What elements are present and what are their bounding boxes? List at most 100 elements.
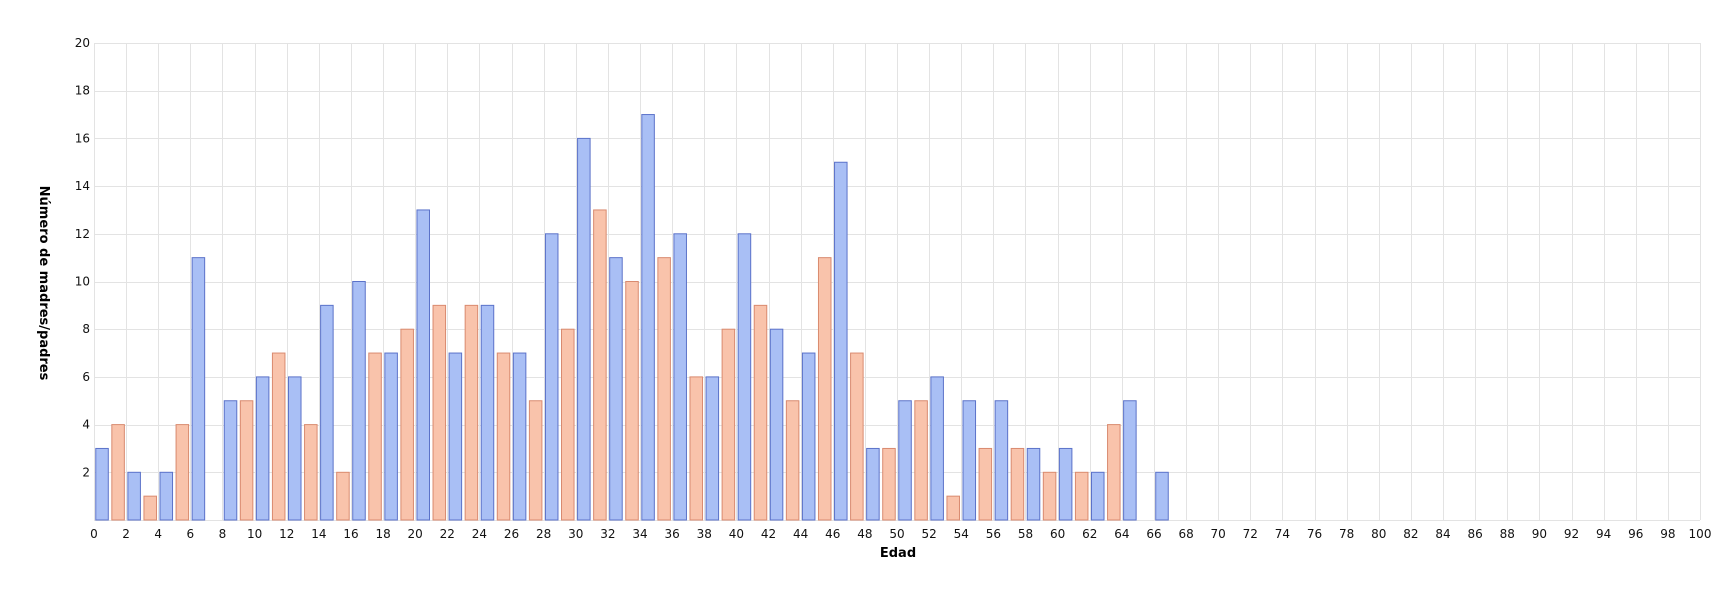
bar-salmon-age-9	[239, 400, 254, 521]
x-tick-label: 86	[1468, 527, 1483, 541]
y-axis-ticks: 2 4 6 8 10 12 14 16 18 20	[75, 36, 90, 479]
x-tick-label: 2	[122, 527, 130, 541]
x-tick-label: 32	[600, 527, 615, 541]
x-tick-label: 8	[219, 527, 227, 541]
x-tick-label: 88	[1500, 527, 1515, 541]
x-tick-label: 50	[889, 527, 904, 541]
bar-salmon-age-21	[432, 304, 447, 521]
x-tick-label: 38	[697, 527, 712, 541]
bar-salmon-age-63	[1107, 424, 1121, 521]
bar-blue-age-58	[1026, 447, 1041, 521]
bar-blue-age-48	[866, 447, 880, 521]
x-tick-label: 52	[921, 527, 936, 541]
x-tick-label: 96	[1628, 527, 1643, 541]
bar-blue-age-36	[673, 233, 687, 521]
bar-salmon-age-45	[817, 257, 832, 521]
bar-blue-age-28	[544, 233, 559, 521]
x-tick-label: 78	[1339, 527, 1354, 541]
bar-salmon-age-3	[143, 495, 157, 521]
x-tick-label: 46	[825, 527, 840, 541]
x-tick-label: 34	[632, 527, 647, 541]
y-tick-label: 2	[82, 465, 90, 479]
grid	[94, 43, 1701, 521]
x-tick-label: 94	[1596, 527, 1611, 541]
y-tick-label: 10	[75, 275, 90, 289]
bar-blue-age-54	[962, 400, 977, 521]
bar-salmon-age-17	[368, 352, 382, 521]
y-tick-label: 14	[75, 179, 90, 193]
x-tick-label: 28	[536, 527, 551, 541]
bar-blue-age-2	[127, 471, 141, 521]
y-tick-label: 16	[75, 131, 90, 145]
bar-blue-age-52	[930, 376, 944, 521]
bar-salmon-age-13	[304, 424, 318, 521]
bar-salmon-age-51	[914, 400, 928, 521]
x-tick-label: 66	[1146, 527, 1161, 541]
y-tick-label: 6	[82, 370, 90, 384]
y-tick-label: 8	[82, 322, 90, 336]
bar-blue-age-26	[512, 352, 527, 521]
x-tick-label: 76	[1307, 527, 1322, 541]
bar-salmon-age-1	[111, 424, 125, 521]
x-tick-label: 54	[954, 527, 969, 541]
bar-salmon-age-29	[561, 328, 575, 521]
x-tick-label: 26	[504, 527, 519, 541]
bar-blue-age-44	[801, 352, 816, 521]
x-tick-label: 12	[279, 527, 294, 541]
x-tick-label: 90	[1532, 527, 1547, 541]
x-tick-label: 100	[1689, 527, 1712, 541]
bar-blue-age-30	[577, 137, 591, 521]
x-tick-label: 60	[1050, 527, 1065, 541]
bar-salmon-age-15	[336, 471, 350, 521]
x-tick-label: 92	[1564, 527, 1579, 541]
bar-salmon-age-61	[1074, 471, 1089, 521]
bar-blue-age-60	[1058, 447, 1073, 521]
x-tick-label: 44	[793, 527, 808, 541]
x-axis-title: Edad	[880, 546, 916, 561]
bar-blue-age-40	[737, 233, 752, 521]
x-tick-label: 30	[568, 527, 583, 541]
bar-blue-age-38	[705, 376, 720, 521]
x-tick-label: 64	[1114, 527, 1129, 541]
bar-salmon-age-25	[496, 352, 511, 521]
bar-blue-age-12	[287, 376, 302, 521]
x-tick-label: 80	[1371, 527, 1386, 541]
x-tick-label: 4	[154, 527, 162, 541]
bar-salmon-age-59	[1042, 471, 1057, 521]
x-tick-label: 18	[375, 527, 390, 541]
y-tick-label: 4	[82, 418, 90, 432]
x-tick-label: 24	[472, 527, 487, 541]
bar-blue-age-62	[1090, 471, 1105, 521]
bar-salmon-age-35	[657, 257, 671, 521]
bar-blue-age-6	[191, 257, 206, 521]
bar-salmon-age-49	[882, 447, 896, 521]
y-tick-label: 18	[75, 84, 90, 98]
bar-blue-age-8	[223, 400, 238, 521]
bar-blue-age-46	[834, 161, 848, 521]
bar-salmon-age-19	[400, 328, 414, 521]
x-tick-label: 42	[761, 527, 776, 541]
bar-salmon-age-39	[721, 328, 736, 521]
bar-blue-age-14	[320, 304, 334, 521]
bar-blue-age-24	[480, 304, 495, 521]
bar-blue-age-10	[255, 376, 270, 521]
x-tick-label: 72	[1243, 527, 1258, 541]
bar-blue-age-32	[609, 257, 623, 521]
x-tick-label: 84	[1435, 527, 1450, 541]
bar-salmon-age-31	[593, 209, 607, 521]
x-tick-label: 16	[343, 527, 358, 541]
x-tick-label: 68	[1178, 527, 1193, 541]
x-tick-label: 10	[247, 527, 262, 541]
x-tick-label: 40	[729, 527, 744, 541]
bar-salmon-age-47	[850, 352, 864, 521]
bar-salmon-age-55	[978, 447, 993, 521]
bar-salmon-age-33	[625, 281, 639, 521]
bar-salmon-age-41	[753, 304, 768, 521]
bar-salmon-age-5	[175, 424, 190, 521]
y-tick-label: 20	[75, 36, 90, 50]
x-tick-label: 0	[90, 527, 98, 541]
bar-blue-age-56	[994, 400, 1009, 521]
bar-salmon-age-27	[528, 400, 543, 521]
